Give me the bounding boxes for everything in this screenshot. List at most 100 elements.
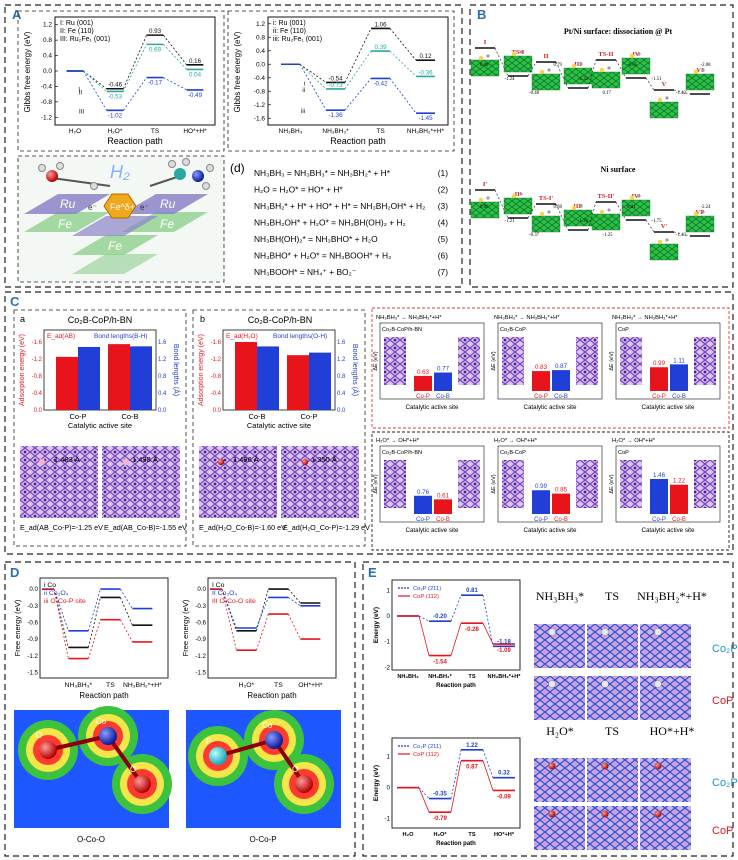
A2-value-s2-1: -1.36 bbox=[328, 112, 343, 119]
B-bot-slab-0 bbox=[470, 201, 500, 219]
D-map2-atom-0 bbox=[209, 747, 227, 765]
B-bot-state-6: V' bbox=[661, 223, 668, 230]
E1-value-s0-2: -1.18 bbox=[497, 639, 511, 645]
Ca-bar-bond-1 bbox=[130, 346, 152, 410]
C-r2-c2-sublabel: CoP bbox=[618, 450, 629, 456]
B-bot-connector-6 bbox=[645, 219, 655, 233]
B-top-adatom2-4 bbox=[607, 66, 611, 70]
A-equation-1: NH₃BH₃ = NH₃BH₃* = NH₃BH₂* + H* bbox=[254, 168, 391, 178]
B-top-value-2: -0.48 bbox=[529, 91, 540, 96]
C-r1-c1-bar-1 bbox=[552, 370, 570, 391]
Ca-energy-1: E_ad(AB_Co-P)=-1.25 eV bbox=[20, 523, 103, 532]
A1-ytick-6: -1.2 bbox=[41, 114, 53, 121]
C-r2-c1-xtick-1: Co-B bbox=[554, 517, 568, 523]
E-adsorbate-r1-c2 bbox=[654, 680, 662, 688]
C-r2-c1-value-0: 0.99 bbox=[535, 483, 548, 490]
B-bot-slab-5 bbox=[621, 199, 651, 217]
A-schem-fe1: Fe bbox=[58, 217, 72, 231]
panel-label-E: E bbox=[368, 565, 377, 580]
E1-xtick-3: NH₃BH₂*+H* bbox=[488, 674, 522, 680]
panel-label-A: A bbox=[12, 7, 22, 22]
Cb-ytick-left-2: -0.8 bbox=[211, 374, 222, 380]
A2-ytick-2: 0.4 bbox=[256, 48, 265, 55]
Ca-xtick-1: Co-B bbox=[121, 412, 138, 421]
D2-ytick-5: -1.5 bbox=[195, 669, 206, 676]
A1-value-s1-2: 0.69 bbox=[149, 46, 162, 53]
Ca-bond1: 1.483 Å bbox=[54, 455, 80, 464]
A1-connector-s1-1 bbox=[83, 70, 107, 92]
E-struct-r0-c1 bbox=[587, 624, 638, 668]
E1-value-s1-1: -0.28 bbox=[465, 627, 479, 633]
panel-A-equations: (d) NH₃BH₃ = NH₃BH₃* = NH₃BH₂* + H* (1) H₂… bbox=[230, 161, 448, 277]
B-bot-value-7: -1.75 bbox=[652, 219, 663, 224]
Cb-bar-energy-0 bbox=[235, 342, 257, 410]
B-bot-value-4: -1.26 bbox=[578, 219, 589, 224]
A2-value-s1-1: -0.73 bbox=[328, 82, 343, 89]
A-schem-molecule-right bbox=[149, 158, 214, 190]
D1-ytick-4: -1.2 bbox=[27, 653, 38, 660]
C-r1-c1-value-0: 0.83 bbox=[535, 364, 548, 371]
B-top-state-3: III bbox=[574, 61, 582, 68]
B-bot-slab-4 bbox=[591, 213, 621, 231]
A1-connector-s1-2 bbox=[123, 44, 147, 92]
panel-C-border bbox=[4, 291, 734, 555]
B-bot-value-3: 0.88 bbox=[554, 205, 563, 210]
A2-value-s1-2: 0.39 bbox=[374, 44, 387, 51]
C-r2-c2-value-1: 1.22 bbox=[673, 478, 686, 485]
B-top-value-3: 0.79 bbox=[554, 63, 563, 68]
C-r1-c2-xlabel: Catalytic active site bbox=[642, 404, 696, 411]
B-top-value-8: -1.42 bbox=[676, 91, 687, 96]
C-r1-c0-struct-right bbox=[458, 337, 480, 385]
C-r2-c0-value-0: 0.76 bbox=[417, 489, 430, 496]
A1-ylabel: Gibbs free energy (eV) bbox=[23, 31, 32, 112]
B-bot-state-4: TS-II' bbox=[598, 193, 615, 200]
A1-xtick-2: TS bbox=[151, 128, 160, 135]
panel-B-content: Pt/Ni surface: dissociation @ Pt Ni surf… bbox=[470, 27, 715, 261]
D1-conn-s2-1 bbox=[88, 619, 101, 659]
D2-conn-s1-0 bbox=[221, 588, 237, 629]
Ca-ytick-left-2: -0.8 bbox=[32, 374, 43, 380]
A2-xtick-3: NH₃BH₂*+H* bbox=[407, 128, 445, 135]
D-map1-bond-1 bbox=[106, 734, 144, 786]
A2-value-s2-3: -1.45 bbox=[418, 115, 433, 122]
D-map2-atom-label-1: Co bbox=[262, 721, 273, 730]
E2-value-s0-0: -0.35 bbox=[433, 792, 447, 798]
Cb-ytick-left-1: -1.2 bbox=[211, 357, 222, 363]
A-schem-e1: e⁻ bbox=[88, 203, 97, 212]
E-top-header-1: TS bbox=[605, 589, 619, 603]
C-r1-c0-xtick-1: Co-B bbox=[436, 394, 450, 400]
A-schem-molecule-left bbox=[38, 162, 111, 190]
D2-legend-3: III O-Co-O site bbox=[212, 598, 256, 605]
E1-ytick-1: 0 bbox=[387, 613, 391, 620]
A2-value-s2-2: -0.42 bbox=[373, 80, 388, 87]
B-top-slab-2 bbox=[531, 73, 561, 91]
Cb-structure-1 bbox=[199, 446, 277, 518]
D1-legend-1: i Co bbox=[44, 582, 56, 589]
C-r2-c2-bar-1 bbox=[670, 484, 688, 514]
E-adsorbate-r1-c1 bbox=[601, 680, 609, 688]
A1-value-s0-1: -0.46 bbox=[108, 82, 123, 89]
A1-value-s0-2: 0.93 bbox=[149, 28, 162, 35]
D1-conn-s1-2 bbox=[120, 588, 133, 609]
E1-ytick-3: -2 bbox=[384, 664, 390, 671]
A2-roman-2: iii bbox=[301, 109, 305, 115]
E2-conn-s1-3 bbox=[482, 760, 494, 791]
B-top-adatom2-2 bbox=[547, 68, 551, 72]
D2-conn-s0-2 bbox=[288, 588, 301, 604]
C-r2-c0-value-1: 0.61 bbox=[437, 492, 450, 499]
D-map1-atom-label-0: O bbox=[36, 731, 42, 740]
E-struct-r2-c2 bbox=[640, 758, 691, 802]
C-r2-c1-value-1: 0.85 bbox=[555, 487, 568, 494]
Ca-adsorbate-1 bbox=[38, 458, 46, 466]
Ca-sublabel: a bbox=[20, 314, 25, 324]
B-bot-state-7: VI' bbox=[695, 209, 704, 216]
Cb-ytick-right-2: 0.8 bbox=[337, 374, 346, 380]
C-r1-c1-value-1: 0.87 bbox=[555, 363, 568, 370]
D2-conn-s1-1 bbox=[256, 597, 269, 629]
E-adsorbate-r3-c0 bbox=[548, 810, 556, 818]
C-r1-c1-xtick-0: Co-P bbox=[534, 394, 548, 400]
Cb-ytick-right-4: 0.0 bbox=[337, 408, 346, 414]
C-r2-c2-struct-left bbox=[620, 460, 642, 508]
Ca-bar-energy-1 bbox=[108, 344, 130, 410]
